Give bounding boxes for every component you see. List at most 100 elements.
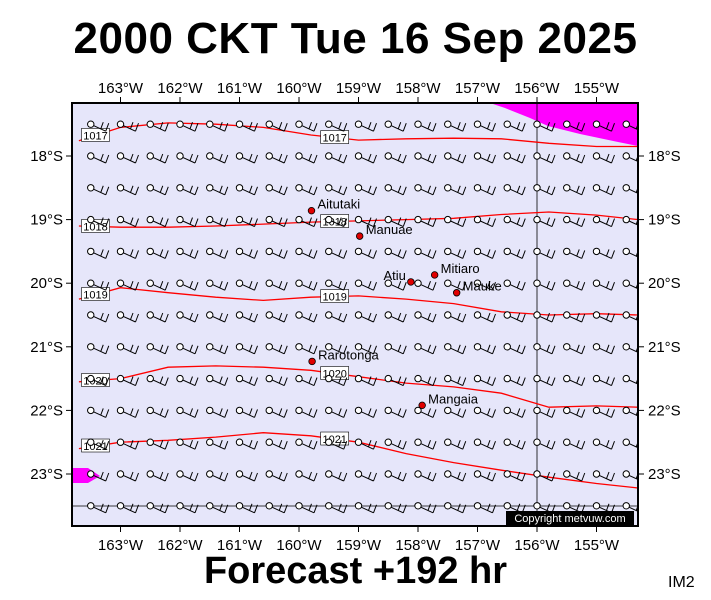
wind-barb bbox=[325, 279, 348, 291]
wind-barb bbox=[563, 279, 586, 291]
isobar-label-box bbox=[320, 289, 350, 303]
place-layer: Aitutaki Manuae Mitiaro Atiu Mauke Rarotonga M… bbox=[307, 197, 502, 410]
wind-barb bbox=[235, 502, 258, 514]
wind-barb bbox=[295, 120, 318, 132]
wind-barb bbox=[592, 152, 615, 164]
wind-barb bbox=[473, 502, 496, 514]
wind-barb bbox=[354, 120, 377, 132]
wind-barb bbox=[414, 406, 437, 418]
island-dot bbox=[355, 232, 364, 240]
wind-barb bbox=[206, 247, 229, 259]
wind-barb bbox=[533, 406, 556, 418]
wind-barb bbox=[325, 438, 348, 450]
wind-barb bbox=[592, 184, 615, 196]
isobar-label: 1021 bbox=[83, 441, 107, 453]
place-label: Atiu bbox=[383, 268, 405, 283]
wind-barb bbox=[265, 374, 288, 387]
wind-barb bbox=[384, 247, 407, 259]
wind-barb bbox=[206, 215, 229, 228]
lat-tick-label-right: 18°S bbox=[648, 148, 681, 165]
wind-barb bbox=[563, 374, 586, 387]
wind-barb bbox=[384, 438, 407, 450]
copyright-box: Copyright metvuw.com bbox=[506, 511, 634, 526]
wind-barb bbox=[265, 279, 288, 291]
wind-barb bbox=[384, 120, 407, 132]
wind-barb bbox=[325, 311, 348, 323]
wind-barb bbox=[176, 502, 199, 514]
wind-barb bbox=[384, 343, 407, 355]
wind-barb bbox=[146, 247, 169, 259]
wind-barb bbox=[533, 374, 556, 387]
wind-barb bbox=[295, 152, 318, 164]
wind-barb bbox=[592, 374, 615, 387]
wind-barb bbox=[563, 247, 586, 259]
lon-tick-label-bottom: 160°W bbox=[276, 537, 322, 554]
wind-barb bbox=[444, 152, 467, 164]
wind-barb bbox=[414, 343, 437, 355]
wind-barb bbox=[444, 247, 467, 259]
wind-barb bbox=[473, 438, 496, 450]
wind-barb bbox=[563, 215, 586, 228]
lon-tick-label-top: 159°W bbox=[336, 80, 382, 97]
wind-barb bbox=[592, 247, 615, 259]
wind-barb bbox=[354, 502, 377, 514]
wind-barb bbox=[563, 470, 586, 482]
island-dot bbox=[308, 357, 316, 366]
wind-barb bbox=[354, 215, 377, 228]
wind-barb bbox=[176, 311, 199, 323]
island-dot bbox=[418, 401, 426, 410]
wind-barb bbox=[444, 343, 467, 355]
lon-tick-label-top: 155°W bbox=[574, 80, 620, 97]
wind-barb bbox=[533, 184, 556, 196]
wind-barb bbox=[87, 311, 110, 323]
lon-tick-label-bottom: 163°W bbox=[98, 537, 144, 554]
wind-barb bbox=[265, 470, 288, 482]
wind-barb bbox=[176, 279, 199, 291]
island-dot bbox=[430, 271, 439, 279]
place-label: Rarotonga bbox=[318, 347, 379, 362]
wind-barb bbox=[384, 502, 407, 514]
wind-barb bbox=[87, 120, 110, 132]
lon-tick-label-top: 157°W bbox=[455, 80, 501, 97]
wind-barb bbox=[325, 247, 348, 259]
wind-barb bbox=[325, 470, 348, 482]
lon-tick-label-bottom: 158°W bbox=[395, 537, 441, 554]
wind-barb bbox=[325, 406, 348, 418]
lon-tick-label-top: 161°W bbox=[217, 80, 263, 97]
place-label: Aitutaki bbox=[317, 197, 360, 212]
place-label: Mauke bbox=[463, 279, 502, 294]
wind-barb bbox=[206, 184, 229, 196]
wind-barb bbox=[354, 152, 377, 164]
wind-barb bbox=[384, 184, 407, 196]
lat-tick-label-left: 23°S bbox=[30, 466, 63, 483]
wind-barb bbox=[116, 247, 139, 259]
place-label: Mangaia bbox=[428, 391, 479, 406]
wind-barb bbox=[295, 502, 318, 514]
wind-barb bbox=[384, 406, 407, 418]
wind-barb bbox=[622, 374, 638, 385]
page-title: 2000 CKT Tue 16 Sep 2025 bbox=[73, 14, 638, 63]
wind-barb bbox=[473, 311, 496, 323]
wind-barb bbox=[87, 152, 110, 164]
wind-barb bbox=[206, 279, 229, 291]
wind-barb bbox=[473, 215, 496, 228]
wind-barb bbox=[235, 438, 258, 450]
wind-barb bbox=[444, 311, 467, 323]
isobar-label: 1019 bbox=[322, 292, 346, 304]
corner-label: IM2 bbox=[668, 574, 695, 591]
wind-barb bbox=[533, 470, 556, 482]
lat-tick-label-right: 20°S bbox=[648, 275, 681, 292]
wind-barb bbox=[206, 343, 229, 355]
wind-barb bbox=[206, 438, 229, 450]
wind-barb bbox=[146, 406, 169, 418]
lat-tick-label-right: 22°S bbox=[648, 402, 681, 419]
wind-barb bbox=[503, 247, 526, 259]
wind-barb bbox=[87, 406, 110, 418]
wind-barb bbox=[176, 374, 199, 387]
wind-barb bbox=[414, 215, 437, 228]
wind-barb bbox=[176, 247, 199, 259]
isobar-label: 1020 bbox=[83, 376, 107, 388]
wind-barb bbox=[503, 438, 526, 450]
lon-tick-label-bottom: 156°W bbox=[514, 537, 560, 554]
wind-barb bbox=[295, 343, 318, 355]
